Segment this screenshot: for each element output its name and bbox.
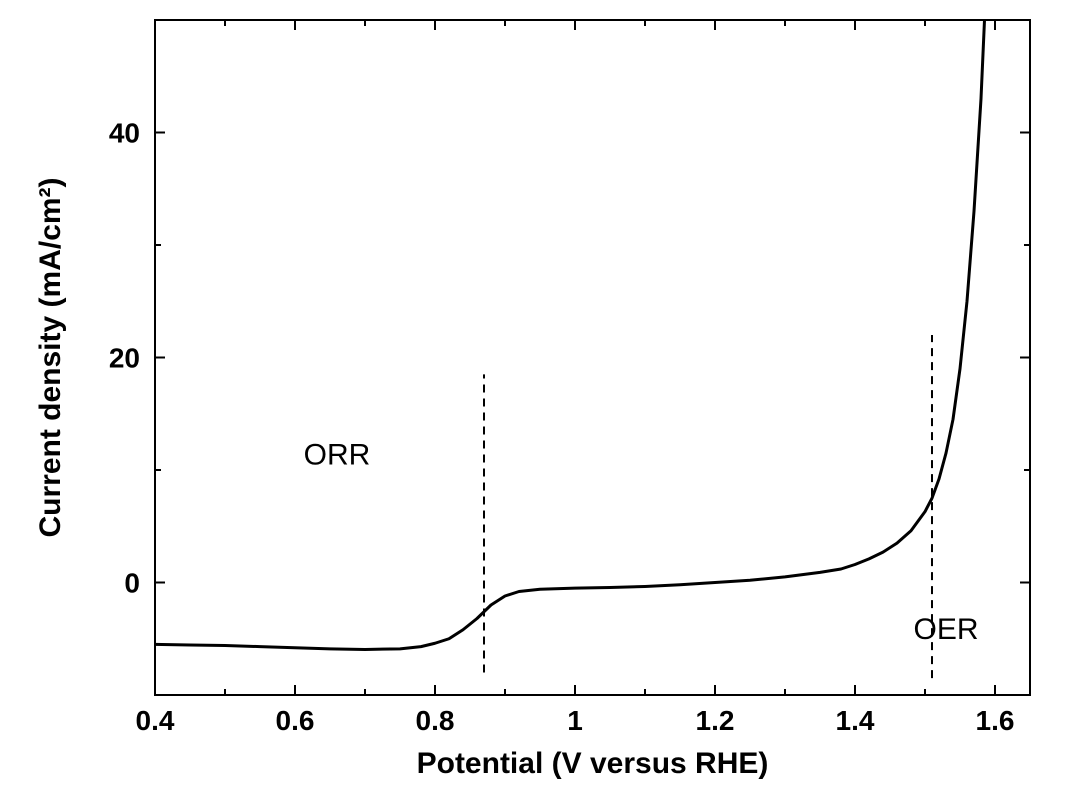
chart-svg: 0.4 0.6 0.8 1 1.2 1.4 1.6 0 20 40 Potential (V ver… [0, 0, 1069, 807]
y-tick-label: 20 [109, 343, 140, 374]
chart-container: 0.4 0.6 0.8 1 1.2 1.4 1.6 0 20 40 Potential (V ver… [0, 0, 1069, 807]
x-tick-label: 0.6 [276, 705, 315, 736]
x-axis-title: Potential (V versus RHE) [417, 747, 769, 780]
x-tick-label: 1 [567, 705, 583, 736]
y-axis-title: Current density (mA/cm²) [34, 177, 67, 537]
x-tick-label: 0.8 [416, 705, 455, 736]
x-tick-label: 0.4 [136, 705, 175, 736]
x-tick-label: 1.2 [696, 705, 735, 736]
curve-main [155, 20, 985, 649]
annotation-orr: ORR [304, 438, 371, 471]
annotation-oer: OER [913, 613, 978, 646]
x-tick-label: 1.4 [836, 705, 875, 736]
x-tick-label: 1.6 [976, 705, 1015, 736]
plot-frame [155, 20, 1030, 695]
y-tick-label: 40 [109, 118, 140, 149]
y-tick-label: 0 [124, 568, 140, 599]
